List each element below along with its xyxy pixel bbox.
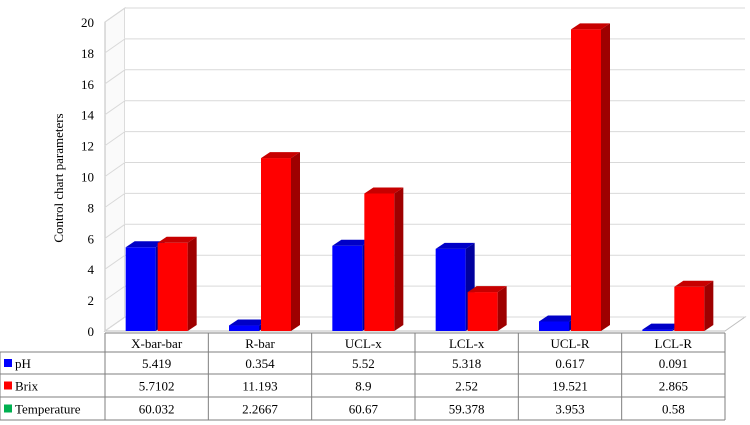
data-label-ph-r-bar: 0.354 [245, 356, 275, 371]
data-label-ph-ucl-r: 0.617 [555, 356, 585, 371]
data-label-temperature-lcl-x: 59.378 [449, 402, 485, 417]
bar-side [291, 152, 300, 331]
gridline [104, 38, 745, 54]
data-label-brix-ucl-r: 19.521 [552, 379, 588, 394]
gridline [104, 131, 745, 147]
bars [125, 23, 714, 332]
plot-walls [103, 7, 747, 332]
y-tick-label: 0 [88, 324, 95, 339]
data-label-brix-x-bar-bar: 5.7102 [139, 379, 175, 394]
y-tick-label: 14 [81, 108, 95, 123]
data-label-temperature-ucl-r: 3.953 [555, 402, 584, 417]
bar-front [229, 325, 259, 331]
bar-top [571, 23, 610, 30]
bar-brix-ucl-r [571, 23, 610, 332]
bar-brix-r-bar [261, 152, 300, 331]
y-tick-label: 18 [81, 46, 94, 61]
category-label-lcl-r: LCL-R [655, 336, 693, 351]
bar-top [332, 239, 372, 246]
y-tick-label: 20 [81, 15, 94, 30]
category-label-lcl-x: LCL-x [449, 336, 485, 351]
y-tick-label: 2 [88, 293, 95, 308]
gridline [104, 285, 745, 301]
gridline [104, 162, 745, 177]
y-tick-label: 10 [81, 170, 94, 185]
y-tick-label: 16 [81, 77, 95, 92]
bar-front [364, 193, 395, 331]
data-label-ph-lcl-x: 5.318 [452, 356, 481, 371]
bar-side [187, 236, 197, 331]
legend-label-ph: pH [15, 356, 31, 371]
gridline [104, 254, 745, 270]
data-label-brix-r-bar: 11.193 [242, 379, 277, 394]
gridline [104, 69, 745, 85]
bar-top [674, 280, 714, 287]
bar-top [435, 242, 475, 249]
bar-front [539, 321, 569, 331]
data-label-ph-lcl-r: 0.091 [659, 356, 688, 371]
bar-front [125, 247, 156, 331]
gridline [104, 100, 745, 116]
legend-key-temperature [4, 404, 12, 413]
bar-top [539, 315, 578, 322]
bar-brix-ucl-x [364, 187, 404, 331]
bar-front [157, 242, 188, 331]
bar-front [332, 245, 363, 331]
y-tick-label: 8 [88, 200, 95, 215]
gridline [104, 7, 745, 23]
category-label-ucl-x: UCL-x [345, 336, 382, 351]
data-label-brix-ucl-x: 8.9 [355, 379, 371, 394]
bar-front [467, 292, 498, 331]
data-label-ph-ucl-x: 5.52 [352, 356, 375, 371]
bar-side [394, 187, 404, 331]
y-tick-label: 6 [88, 231, 95, 246]
data-label-ph-x-bar-bar: 5.419 [142, 356, 171, 371]
bar-top [125, 241, 165, 248]
legend-key-ph [4, 359, 12, 367]
category-label-x-bar-bar: X-bar-bar [131, 336, 183, 351]
bar-front [674, 286, 705, 331]
data-label-brix-lcl-x: 2.52 [455, 379, 478, 394]
data-label-brix-lcl-r: 2.865 [659, 379, 688, 394]
legend-label-brix: Brix [15, 379, 39, 394]
bar-side [497, 286, 507, 331]
bar-brix-lcl-r [674, 280, 714, 331]
bar-front [435, 248, 466, 331]
legend-key-brix [4, 381, 12, 390]
data-label-temperature-lcl-r: 0.58 [662, 402, 685, 417]
category-label-r-bar: R-bar [245, 336, 275, 351]
y-tick-label: 4 [88, 262, 95, 277]
gridline [104, 192, 745, 208]
data-label-temperature-r-bar: 2.2667 [242, 402, 278, 417]
bar-side [704, 280, 714, 331]
bar-side [601, 23, 610, 332]
bar-top [467, 286, 507, 293]
bar-brix-lcl-x [467, 286, 507, 331]
legend-label-temperature: Temperature [15, 402, 81, 417]
category-label-ucl-r: UCL-R [551, 336, 590, 351]
gridlines [104, 7, 745, 332]
bar-front [571, 29, 601, 332]
bar-top [642, 323, 682, 330]
y-axis-ticks: 0 2 4 6 8 10 12 14 16 18 20 [81, 15, 95, 339]
bar-top [157, 236, 197, 243]
gridline [104, 223, 745, 239]
bar-front [642, 329, 673, 331]
y-tick-label: 12 [81, 139, 94, 154]
bar-front [261, 158, 291, 331]
bar-top [364, 187, 404, 194]
gridline [104, 316, 745, 332]
bar-top [261, 152, 300, 159]
y-axis-label: Control chart parameters [51, 113, 66, 242]
data-label-temperature-x-bar-bar: 60.032 [139, 402, 175, 417]
bar-top [229, 319, 268, 326]
data-table: X-bar-bar R-bar UCL-x LCL-x UCL-R LCL-R pH 5.41… [0, 332, 726, 421]
data-label-temperature-ucl-x: 60.67 [349, 402, 379, 417]
bar-brix-x-bar-bar [157, 236, 197, 331]
